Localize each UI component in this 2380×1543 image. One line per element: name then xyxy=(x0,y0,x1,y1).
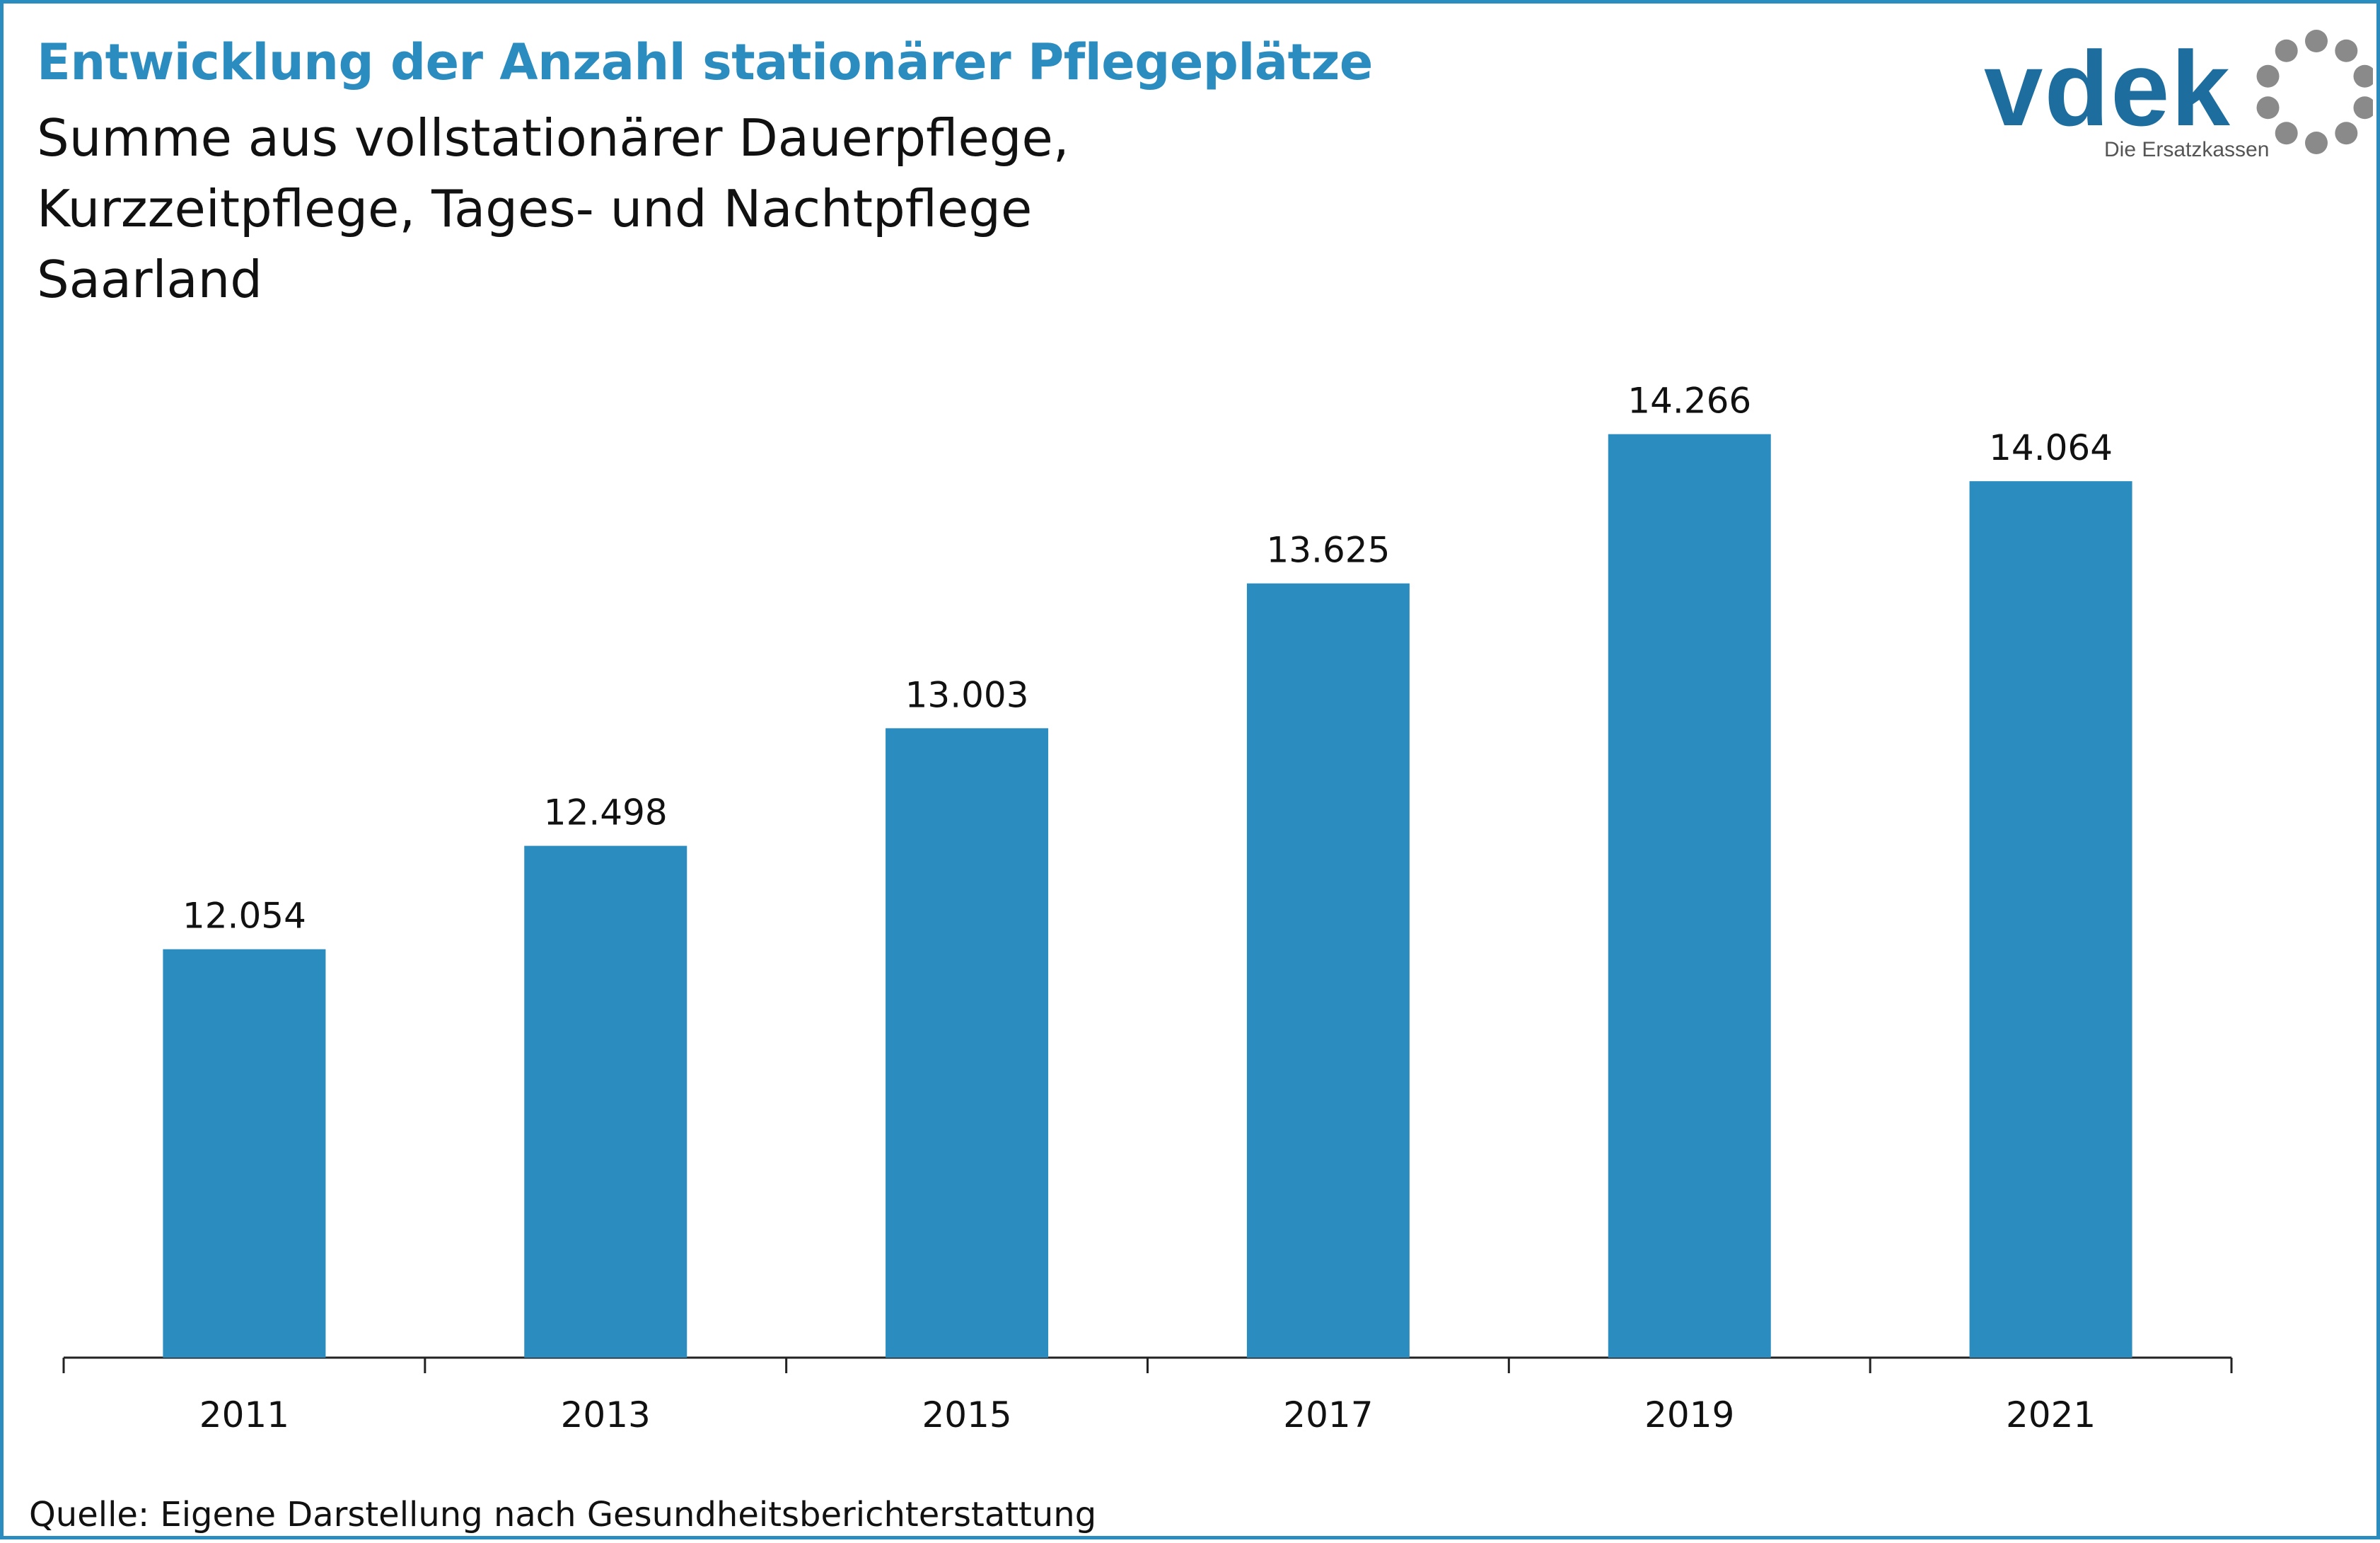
bar-2021 xyxy=(1969,481,2132,1358)
logo-wordmark: vdek xyxy=(1984,29,2231,148)
x-tick-label-2015: 2015 xyxy=(922,1394,1011,1435)
logo-ring-dot xyxy=(2256,64,2280,88)
logo-tagline: Die Ersatzkassen xyxy=(2104,138,2269,161)
data-label-2021: 14.064 xyxy=(1989,427,2113,468)
x-tick-label-2019: 2019 xyxy=(1644,1394,1734,1435)
logo-ring-dot xyxy=(2305,30,2328,52)
logo-ring-dot xyxy=(2275,122,2298,145)
x-tick-label-2017: 2017 xyxy=(1283,1394,1373,1435)
bar-2017 xyxy=(1246,583,1410,1358)
logo-ring-dot xyxy=(2353,64,2373,88)
dotted-ring-icon xyxy=(2256,30,2373,154)
data-label-2015: 13.003 xyxy=(905,674,1029,715)
data-label-2019: 14.266 xyxy=(1627,381,1751,422)
subtitle-line-2: Kurzzeitpflege, Tages- und Nachtpflege xyxy=(37,179,1033,238)
bar-chart: 12.054 2011 12.498 2013 13.003 2015 13.625 2017… xyxy=(62,381,2233,1435)
source-note: Quelle: Eigene Darstellung nach Gesundhe… xyxy=(29,1495,1097,1535)
bar-2019 xyxy=(1608,434,1771,1358)
subtitle-line-1: Summe aus vollstationärer Dauerpflege, xyxy=(37,108,1069,168)
data-label-2013: 12.498 xyxy=(544,792,668,833)
logo-ring-dot xyxy=(2275,39,2298,62)
logo-ring-dot xyxy=(2335,39,2358,62)
logo-ring-dot xyxy=(2353,96,2373,120)
x-tick-label-2021: 2021 xyxy=(2006,1394,2096,1435)
data-label-2011: 12.054 xyxy=(182,896,306,937)
chart-title: Entwicklung der Anzahl stationärer Pfleg… xyxy=(37,33,1373,91)
logo-ring-dot xyxy=(2335,122,2358,145)
logo-ring-dot xyxy=(2305,132,2328,154)
vdek-logo: vdek Die Ersatzkassen xyxy=(1984,29,2373,161)
bar-2013 xyxy=(524,845,687,1358)
data-label-2017: 13.625 xyxy=(1266,530,1390,571)
bar-2011 xyxy=(163,949,326,1358)
x-tick-label-2011: 2011 xyxy=(199,1394,289,1435)
bar-2015 xyxy=(886,728,1049,1358)
x-tick-label-2013: 2013 xyxy=(561,1394,651,1435)
subtitle-line-3: Saarland xyxy=(37,250,263,309)
logo-ring-dot xyxy=(2256,96,2280,120)
